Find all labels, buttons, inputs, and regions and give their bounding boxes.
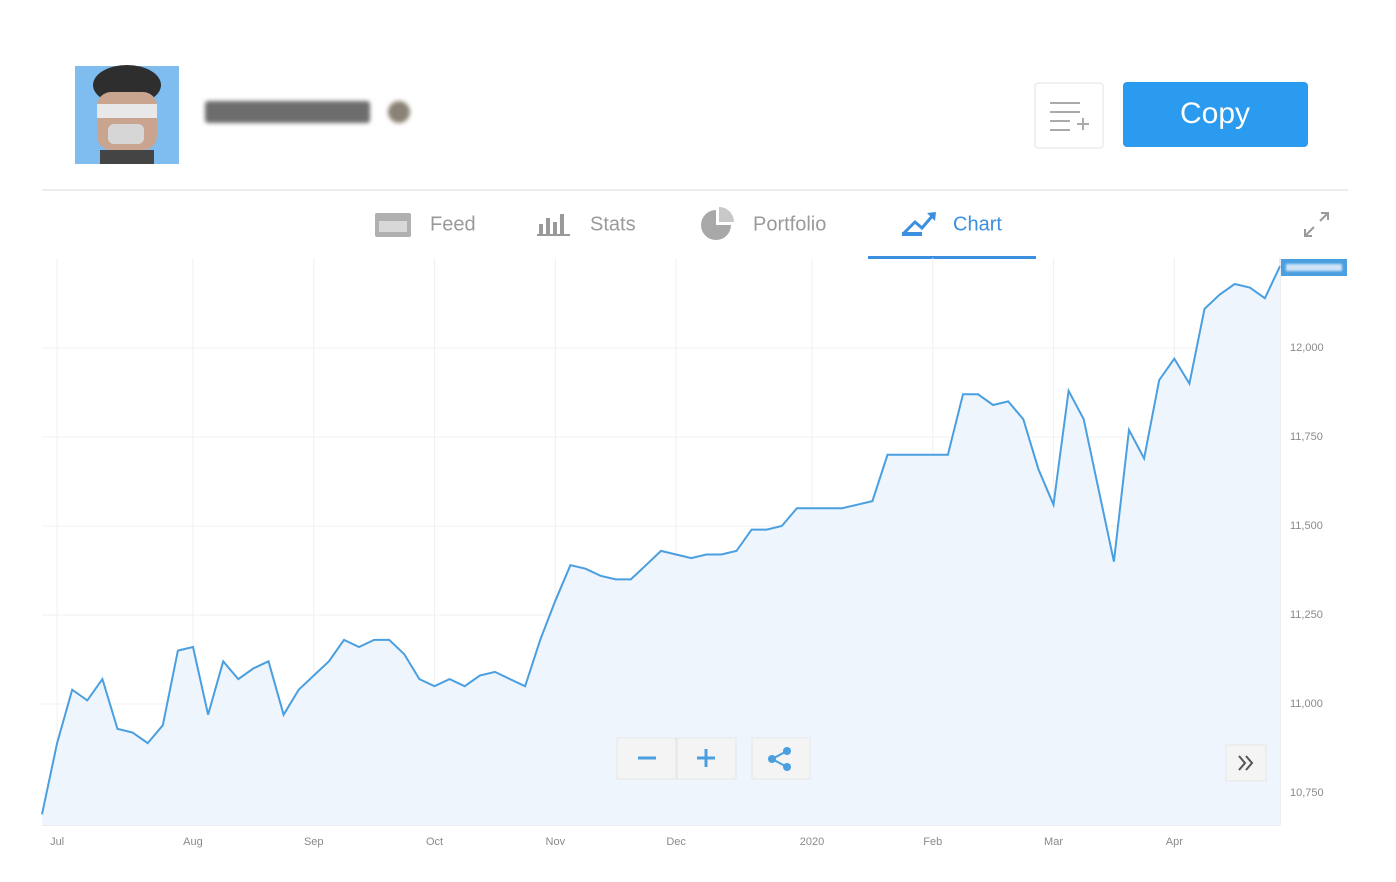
tab-stats[interactable]: Stats (537, 213, 636, 236)
x-tick-label: Aug (183, 836, 203, 848)
copy-label[interactable]: Copy (1180, 97, 1250, 130)
y-tick-label: 11,750 (1290, 431, 1323, 443)
tab-label[interactable]: Portfolio (753, 213, 826, 235)
y-tick-label: 11,500 (1290, 520, 1323, 532)
area-fill (42, 266, 1280, 825)
x-tick-label: Nov (546, 836, 566, 848)
scroll-latest-button[interactable] (1225, 744, 1267, 782)
x-tick-label: Jul (50, 836, 64, 848)
tab-label[interactable]: Chart (953, 213, 1002, 235)
x-tick-label: 2020 (800, 836, 824, 848)
y-tick-label: 10,750 (1290, 787, 1324, 799)
tab-chart[interactable]: Chart (901, 212, 1002, 236)
tab-portfolio[interactable]: Portfolio (701, 207, 826, 240)
x-tick-label: Apr (1166, 836, 1183, 848)
active-tab-underline (868, 256, 1036, 259)
y-tick-label: 12,000 (1290, 342, 1324, 354)
username-blurred (205, 101, 410, 123)
tab-label[interactable]: Feed (430, 213, 476, 235)
x-tick-label: Sep (304, 836, 324, 848)
share-button[interactable] (751, 737, 811, 780)
tab-feed[interactable]: Feed (375, 213, 476, 237)
equity-line (41, 265, 1281, 815)
x-tick-label: Oct (426, 836, 443, 848)
x-tick-label: Dec (666, 836, 686, 848)
avatar[interactable] (75, 65, 179, 164)
add-to-list-button[interactable] (1034, 82, 1104, 149)
y-tick-label: 11,000 (1290, 698, 1323, 710)
y-tick-label: 11,250 (1290, 609, 1323, 621)
x-tick-label: Feb (923, 836, 942, 848)
expand-button[interactable] (1304, 212, 1329, 237)
current-value-tag (1281, 259, 1347, 276)
zoom-out-button[interactable] (616, 737, 677, 780)
chart: 10,750 11,000 11,250 11,500 11,750 12,000 Jul A… (41, 258, 1324, 848)
copy-button[interactable]: Copy (1123, 82, 1308, 147)
tab-label[interactable]: Stats (590, 213, 636, 235)
x-tick-label: Mar (1044, 836, 1063, 848)
zoom-in-button[interactable] (676, 737, 737, 780)
